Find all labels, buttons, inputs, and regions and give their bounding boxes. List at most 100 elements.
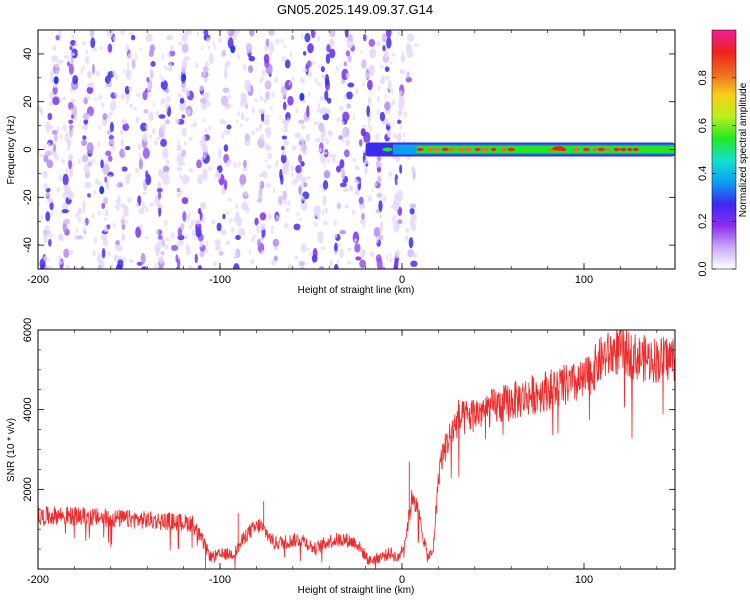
heatmap-cell — [248, 65, 254, 74]
heatmap-cell — [242, 166, 248, 172]
heatmap-cell — [196, 31, 199, 37]
heatmap-cell — [281, 56, 287, 62]
heatmap-cell — [69, 46, 73, 51]
heatmap-cell — [85, 58, 89, 65]
heatmap-cell — [122, 256, 126, 263]
heatmap-cell — [265, 38, 270, 48]
heatmap-cell — [161, 77, 165, 83]
heatmap-cell — [300, 201, 308, 211]
heatmap-cell — [123, 205, 129, 217]
heatmap-cell — [258, 182, 262, 186]
heatmap-cell — [264, 128, 269, 133]
heatmap-cell — [85, 95, 91, 100]
heatmap-cell — [52, 151, 58, 158]
heatmap-cell — [298, 119, 305, 125]
heatmap-cell — [139, 152, 142, 160]
heatmap-cell — [360, 50, 363, 55]
heatmap-cell — [68, 119, 74, 124]
heatmap-cell — [208, 125, 212, 131]
heatmap-peak — [552, 146, 565, 151]
heatmap-cell — [394, 155, 401, 163]
heatmap-cell — [339, 229, 347, 235]
heatmap-cell — [400, 54, 405, 63]
heatmap-cell — [263, 45, 269, 51]
heatmap-cell — [356, 166, 360, 170]
heatmap-cell — [296, 212, 301, 216]
heatmap-cell — [188, 168, 194, 173]
heatmap-cell — [339, 105, 344, 111]
heatmap-cell — [125, 68, 132, 81]
heatmap-cell — [214, 239, 221, 247]
heatmap-cell — [64, 132, 69, 143]
heatmap-cell — [376, 193, 383, 198]
heatmap-cell — [42, 170, 48, 179]
heatmap-cell — [160, 123, 166, 131]
heatmap-cell — [87, 82, 95, 88]
heatmap-cell — [71, 34, 75, 39]
heatmap-cell — [333, 263, 339, 269]
heatmap-cell — [376, 109, 381, 115]
heatmap-cell — [85, 49, 89, 54]
heatmap-cell — [121, 223, 126, 230]
y-tick-label: -40 — [22, 237, 34, 253]
heatmap-cell — [96, 253, 103, 264]
spectrogram-x-label: Height of straight line (km) — [298, 285, 415, 296]
heatmap-cell — [362, 222, 366, 229]
heatmap-cell — [58, 30, 62, 38]
heatmap-cell — [236, 119, 239, 124]
heatmap-cell — [358, 139, 363, 147]
heatmap-cell — [325, 137, 330, 145]
heatmap-cell — [291, 76, 295, 81]
heatmap-cell — [305, 133, 310, 142]
heatmap-cell — [280, 39, 284, 45]
heatmap-cell — [186, 214, 191, 221]
heatmap-cell — [406, 71, 410, 78]
heatmap-cell — [201, 217, 206, 224]
heatmap-cell — [385, 254, 389, 261]
heatmap-cell — [82, 135, 87, 140]
heatmap-cell — [367, 79, 373, 91]
heatmap-cell — [206, 100, 211, 107]
heatmap-cell — [221, 49, 227, 57]
heatmap-cell — [181, 32, 188, 43]
heatmap-cell — [258, 187, 263, 193]
heatmap-cell — [367, 96, 372, 105]
heatmap-cell — [107, 43, 113, 53]
heatmap-cell — [268, 51, 272, 56]
heatmap-cell — [377, 41, 380, 47]
heatmap-cell — [216, 222, 222, 232]
heatmap-cell — [205, 248, 209, 254]
heatmap-cell — [382, 195, 387, 203]
heatmap-cell — [59, 235, 64, 240]
heatmap-cell — [164, 109, 168, 113]
heatmap-cell — [59, 99, 62, 103]
heatmap-peak — [500, 147, 508, 152]
heatmap-cell — [351, 186, 354, 193]
heatmap-cell — [105, 180, 110, 190]
heatmap-cell — [358, 196, 364, 205]
heatmap-cell — [99, 265, 104, 269]
snr-y-label: SNR (10 * v/v) — [6, 418, 17, 482]
heatmap-cell — [258, 173, 263, 178]
heatmap-cell — [120, 30, 125, 36]
heatmap-cell — [298, 261, 306, 267]
heatmap-cell — [117, 195, 121, 207]
heatmap-cell — [135, 201, 139, 208]
heatmap-cell — [46, 159, 54, 169]
heatmap-peak — [613, 147, 620, 152]
heatmap-peak — [426, 147, 434, 152]
heatmap-cell — [263, 99, 267, 103]
heatmap-cell — [65, 167, 68, 174]
heatmap-cell — [205, 61, 209, 67]
heatmap-cell — [159, 257, 164, 265]
heatmap-cell — [261, 170, 268, 179]
heatmap-cell — [314, 138, 318, 142]
heatmap-cell — [316, 214, 320, 222]
heatmap-cell — [275, 38, 280, 45]
heatmap-cell — [281, 135, 288, 140]
heatmap-cell — [362, 33, 367, 42]
heatmap-cell — [345, 50, 351, 57]
heatmap-cell — [328, 154, 334, 158]
heatmap-cell — [207, 166, 213, 171]
heatmap-cell — [91, 158, 96, 163]
